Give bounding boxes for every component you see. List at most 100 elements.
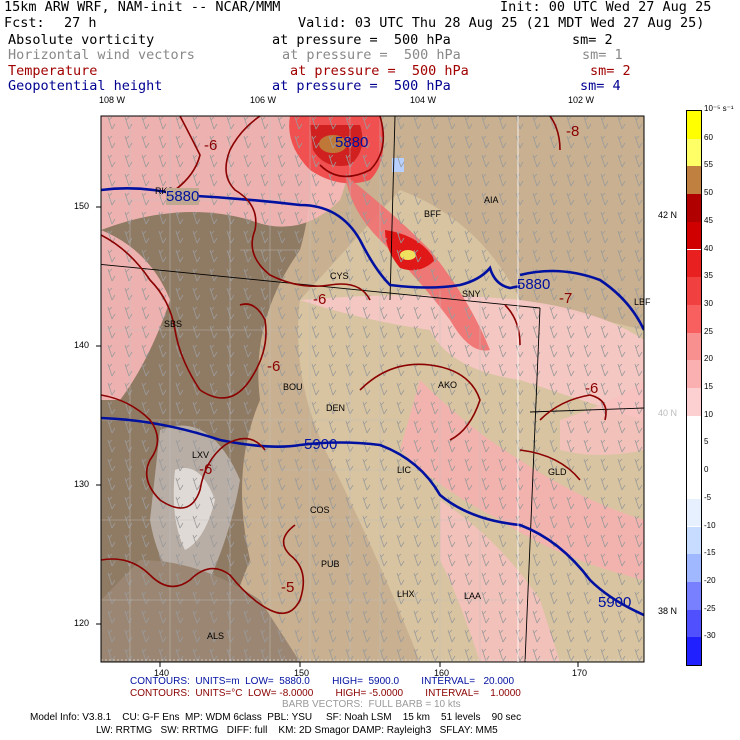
footer-model-info-2: LW: RRTMG SW: RRTMG DIFF: full KM: 2D Sm… xyxy=(96,725,498,736)
station-lic: LIC xyxy=(397,465,412,475)
forecast-hours: 27 h xyxy=(64,15,97,31)
colorbar-swatch xyxy=(687,581,701,610)
colorbar-swatch xyxy=(687,194,701,222)
y-tick-140: 140 xyxy=(74,340,90,350)
colorbar-swatch xyxy=(687,249,701,278)
station-lxv: LXV xyxy=(192,450,210,460)
wind-barbs xyxy=(101,116,644,662)
field-name-temperature: Temperature xyxy=(8,63,98,79)
colorbar-swatch xyxy=(687,360,701,388)
init-time: Init: 00 UTC Wed 27 Aug 25 xyxy=(500,0,712,15)
station-pub: PUB xyxy=(321,559,340,569)
height-label-east: 5880 xyxy=(517,276,551,293)
colorbar-swatch xyxy=(687,498,701,527)
state-border-colorado-east xyxy=(524,307,541,662)
colorbar-label: 30 xyxy=(704,298,713,308)
y-tick-120: 120 xyxy=(74,618,90,628)
station-als: ALS xyxy=(207,631,225,641)
colorbar-unit: 10⁻⁵ s⁻¹ xyxy=(704,104,734,113)
colorbar-swatch xyxy=(687,471,701,499)
colorbar-swatch xyxy=(687,221,701,250)
longitude-label-108w: 108 W xyxy=(99,95,126,105)
colorbar-label: 0 xyxy=(704,465,709,475)
y-tick-150: 150 xyxy=(74,201,90,211)
station-sbs: SBS xyxy=(164,319,183,329)
footer-temperature-contours: CONTOURS: UNITS=°C LOW= -8.0000 HIGH= -5… xyxy=(130,688,521,699)
temp-label-boulder: -6 xyxy=(267,358,281,375)
forecast-label: Fcst: xyxy=(4,15,45,31)
colorbar-label: -30 xyxy=(704,631,716,641)
footer-barb-vectors: BARB VECTORS: FULL BARB = 10 kts xyxy=(282,699,461,710)
colorbar-label: -25 xyxy=(704,603,716,613)
colorbar-label: 20 xyxy=(704,354,713,364)
field-pressure-temperature: at pressure = 500 hPa xyxy=(290,63,469,79)
colorbar-label: 25 xyxy=(704,326,713,336)
colorbar-swatch xyxy=(687,415,701,444)
longitude-label-106w: 106 W xyxy=(250,95,277,105)
colorbar-swatch xyxy=(687,554,701,582)
temp-label-southwest: -6 xyxy=(199,461,213,478)
station-aia: AIA xyxy=(484,195,499,205)
field-name-vorticity: Absolute vorticity xyxy=(8,32,155,48)
field-sm-wind: sm= 1 xyxy=(582,47,623,63)
x-tick-170: 170 xyxy=(572,668,588,678)
latitude-label-40n: 40 N xyxy=(658,408,678,418)
colorbar-label: 50 xyxy=(704,188,713,198)
field-pressure-height: at pressure = 500 hPa xyxy=(272,78,451,94)
temp-label-east: -7 xyxy=(559,290,573,307)
height-label-5900-south: 5900 xyxy=(598,594,632,611)
height-label-5900-center: 5900 xyxy=(304,436,338,453)
geopotential-contour-5900 xyxy=(101,416,644,617)
height-label-north: 5880 xyxy=(335,134,369,151)
field-sm-temperature: sm= 2 xyxy=(590,63,631,79)
field-name-wind: Horizontal wind vectors xyxy=(8,47,195,63)
colorbar-label: 60 xyxy=(704,132,713,142)
colorbar-label: -15 xyxy=(704,548,716,558)
station-cos: COS xyxy=(310,505,330,515)
field-name-height: Geopotential height xyxy=(8,78,163,94)
colorbar-label: 15 xyxy=(704,382,713,391)
colorbar-swatch xyxy=(687,332,701,361)
x-tick-160: 160 xyxy=(434,668,450,678)
height-label-west: 5880 xyxy=(166,188,200,205)
map-ticks xyxy=(96,116,579,667)
valid-time: Valid: 03 UTC Thu 28 Aug 25 (21 MDT Wed … xyxy=(298,15,705,31)
colorbar-swatch xyxy=(687,637,701,665)
colorbar-label: 5 xyxy=(704,437,709,447)
station-laa: LAA xyxy=(464,591,482,601)
station-bou: BOU xyxy=(283,382,303,392)
colorbar-swatch xyxy=(687,277,701,305)
temp-label-nw: -6 xyxy=(204,137,218,154)
model-title: 15km ARW WRF, NAM-init -- NCAR/MMM xyxy=(4,0,281,15)
map-field xyxy=(101,116,644,662)
field-pressure-wind: at pressure = 500 hPa xyxy=(282,47,461,63)
county-grid xyxy=(101,116,520,662)
temp-label-ks: -6 xyxy=(585,380,599,397)
temp-label-cys: -6 xyxy=(313,291,327,308)
colorbar-swatch xyxy=(687,609,701,638)
colorbar-label: -10 xyxy=(704,520,716,530)
colorbar-swatches xyxy=(687,111,701,665)
temp-label-ne: -8 xyxy=(566,123,580,140)
colorbar xyxy=(686,110,702,666)
colorbar-swatch xyxy=(687,388,701,416)
colorbar-swatch xyxy=(687,111,701,139)
state-border-nebraska-panhandle xyxy=(389,116,396,301)
longitude-label-104w: 104 W xyxy=(410,95,437,105)
colorbar-swatch xyxy=(687,304,701,333)
station-sny: SNY xyxy=(462,289,481,299)
field-sm-height: sm= 4 xyxy=(580,78,621,94)
footer-height-contours: CONTOURS: UNITS=m LOW= 5880.0 HIGH= 5900… xyxy=(130,676,515,687)
colorbar-label: 10 xyxy=(704,409,713,419)
colorbar-swatch xyxy=(687,526,701,555)
colorbar-label: 40 xyxy=(704,243,713,253)
station-cys: CYS xyxy=(330,271,349,281)
station-gld: GLD xyxy=(548,467,567,477)
x-tick-150: 150 xyxy=(294,668,310,678)
colorbar-swatch xyxy=(687,138,701,167)
x-tick-140: 140 xyxy=(154,668,170,678)
geopotential-contour-5880-east xyxy=(519,269,644,331)
station-ako: AKO xyxy=(438,380,458,390)
temp-label-south: -5 xyxy=(281,579,295,596)
